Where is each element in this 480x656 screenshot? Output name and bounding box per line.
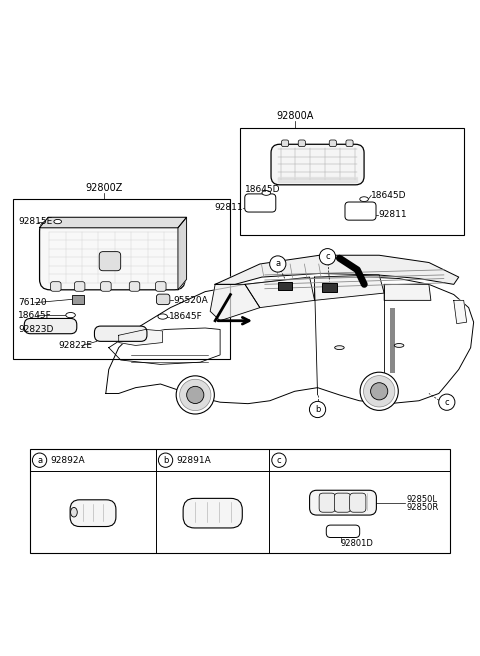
Circle shape xyxy=(158,453,173,467)
FancyBboxPatch shape xyxy=(24,318,77,334)
FancyBboxPatch shape xyxy=(281,140,288,147)
Text: 92850R: 92850R xyxy=(406,503,438,512)
Polygon shape xyxy=(106,277,474,403)
Text: 92811: 92811 xyxy=(378,211,407,219)
FancyBboxPatch shape xyxy=(326,525,360,537)
Bar xyxy=(30,449,450,553)
Text: a: a xyxy=(37,456,42,464)
Polygon shape xyxy=(178,217,187,290)
Polygon shape xyxy=(215,255,459,284)
Text: a: a xyxy=(275,260,280,268)
Polygon shape xyxy=(454,300,467,323)
Bar xyxy=(240,127,464,235)
Bar xyxy=(323,283,336,291)
FancyBboxPatch shape xyxy=(298,140,305,147)
Circle shape xyxy=(439,394,455,410)
Bar xyxy=(390,308,395,373)
Text: 18645D: 18645D xyxy=(371,191,407,200)
Text: 92801D: 92801D xyxy=(341,539,373,548)
FancyBboxPatch shape xyxy=(345,202,376,220)
FancyBboxPatch shape xyxy=(245,194,276,212)
Ellipse shape xyxy=(158,314,168,319)
Circle shape xyxy=(360,372,398,411)
Ellipse shape xyxy=(71,508,77,517)
Text: 92892A: 92892A xyxy=(50,456,84,464)
Circle shape xyxy=(310,401,325,418)
Text: 92811: 92811 xyxy=(215,203,243,213)
FancyBboxPatch shape xyxy=(271,144,364,185)
FancyBboxPatch shape xyxy=(129,281,140,291)
Circle shape xyxy=(319,249,336,265)
FancyBboxPatch shape xyxy=(39,220,185,290)
Polygon shape xyxy=(314,275,384,300)
Text: 18645F: 18645F xyxy=(18,310,52,319)
FancyBboxPatch shape xyxy=(349,493,366,512)
FancyBboxPatch shape xyxy=(310,490,376,515)
Polygon shape xyxy=(384,284,431,300)
Text: 92815E: 92815E xyxy=(18,217,52,226)
Ellipse shape xyxy=(262,190,271,195)
Text: 18645F: 18645F xyxy=(169,312,203,321)
Text: 92800Z: 92800Z xyxy=(85,184,123,194)
Text: 95520A: 95520A xyxy=(173,296,208,305)
Ellipse shape xyxy=(394,344,404,348)
Circle shape xyxy=(371,382,388,400)
Polygon shape xyxy=(278,177,357,182)
FancyBboxPatch shape xyxy=(74,281,85,291)
FancyBboxPatch shape xyxy=(156,294,170,304)
Polygon shape xyxy=(119,329,162,346)
Circle shape xyxy=(33,453,47,467)
FancyBboxPatch shape xyxy=(95,326,147,341)
Text: 92800A: 92800A xyxy=(276,112,313,121)
Text: 92822E: 92822E xyxy=(59,341,93,350)
Text: b: b xyxy=(315,405,320,414)
Circle shape xyxy=(187,386,204,403)
Polygon shape xyxy=(245,277,314,308)
Circle shape xyxy=(363,376,395,407)
Ellipse shape xyxy=(54,219,61,224)
Polygon shape xyxy=(39,217,187,228)
Circle shape xyxy=(176,376,215,414)
Text: 76120: 76120 xyxy=(18,298,47,307)
FancyBboxPatch shape xyxy=(346,140,353,147)
Text: c: c xyxy=(276,456,281,464)
FancyBboxPatch shape xyxy=(156,281,166,291)
Ellipse shape xyxy=(335,346,344,350)
FancyBboxPatch shape xyxy=(183,499,242,528)
Circle shape xyxy=(180,379,211,411)
Bar xyxy=(72,295,84,304)
FancyBboxPatch shape xyxy=(50,281,61,291)
FancyBboxPatch shape xyxy=(70,500,116,527)
Circle shape xyxy=(272,453,286,467)
Ellipse shape xyxy=(66,312,75,318)
FancyBboxPatch shape xyxy=(329,140,336,147)
FancyBboxPatch shape xyxy=(101,281,111,291)
Text: c: c xyxy=(444,398,449,407)
Text: 92850L: 92850L xyxy=(406,495,437,504)
Text: 92891A: 92891A xyxy=(176,456,211,464)
FancyBboxPatch shape xyxy=(99,252,120,271)
Text: 18645D: 18645D xyxy=(245,185,280,194)
FancyBboxPatch shape xyxy=(335,493,350,512)
Text: c: c xyxy=(325,252,330,261)
Text: b: b xyxy=(163,456,168,464)
Polygon shape xyxy=(210,284,260,321)
Bar xyxy=(277,281,292,290)
Bar xyxy=(13,199,230,359)
Text: 92823D: 92823D xyxy=(18,325,53,335)
FancyBboxPatch shape xyxy=(319,493,336,512)
Ellipse shape xyxy=(360,197,368,201)
Circle shape xyxy=(270,256,286,272)
